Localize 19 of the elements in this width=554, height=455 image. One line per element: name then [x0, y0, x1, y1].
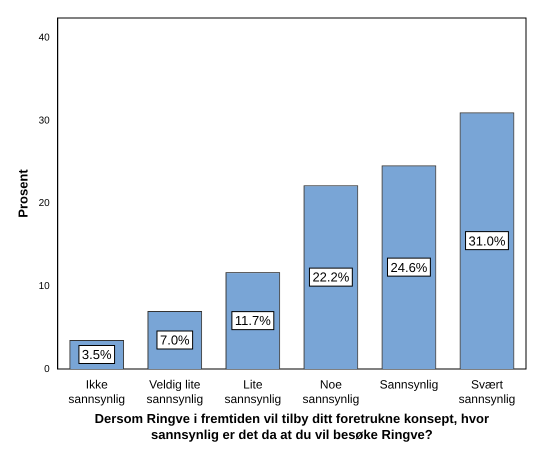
x-tick-label: Lite sannsynlig [224, 378, 282, 406]
data-label: 24.6% [390, 260, 428, 275]
y-tick-label: 20 [38, 198, 50, 210]
data-label: 31.0% [468, 233, 506, 248]
x-tick-label: Sannsynlig [380, 378, 438, 392]
y-tick-label: 10 [38, 280, 50, 292]
y-tick-label: 30 [38, 115, 50, 126]
x-axis-title: Dersom Ringve i fremtiden vil tilby ditt foretrukne konsept, hvor sannsynlig er det da at du vil besøke Ringve? [94, 411, 490, 442]
data-label: 11.7% [234, 313, 272, 328]
y-axis-title: Prosent [15, 168, 30, 218]
y-tick-label: 0 [44, 364, 50, 375]
data-label: 7.0% [160, 332, 190, 348]
data-label: 3.5% [82, 347, 112, 362]
data-label: 22.2% [312, 270, 350, 285]
x-tick-label: Veldig lite sannsynlig [146, 378, 204, 406]
x-tick-label: Ikke sannsynlig [68, 378, 126, 406]
x-tick-label: Noe sannsynlig [302, 378, 360, 406]
x-tick-label: Svært sannsynlig [458, 378, 516, 406]
y-tick-label: 40 [38, 32, 50, 44]
